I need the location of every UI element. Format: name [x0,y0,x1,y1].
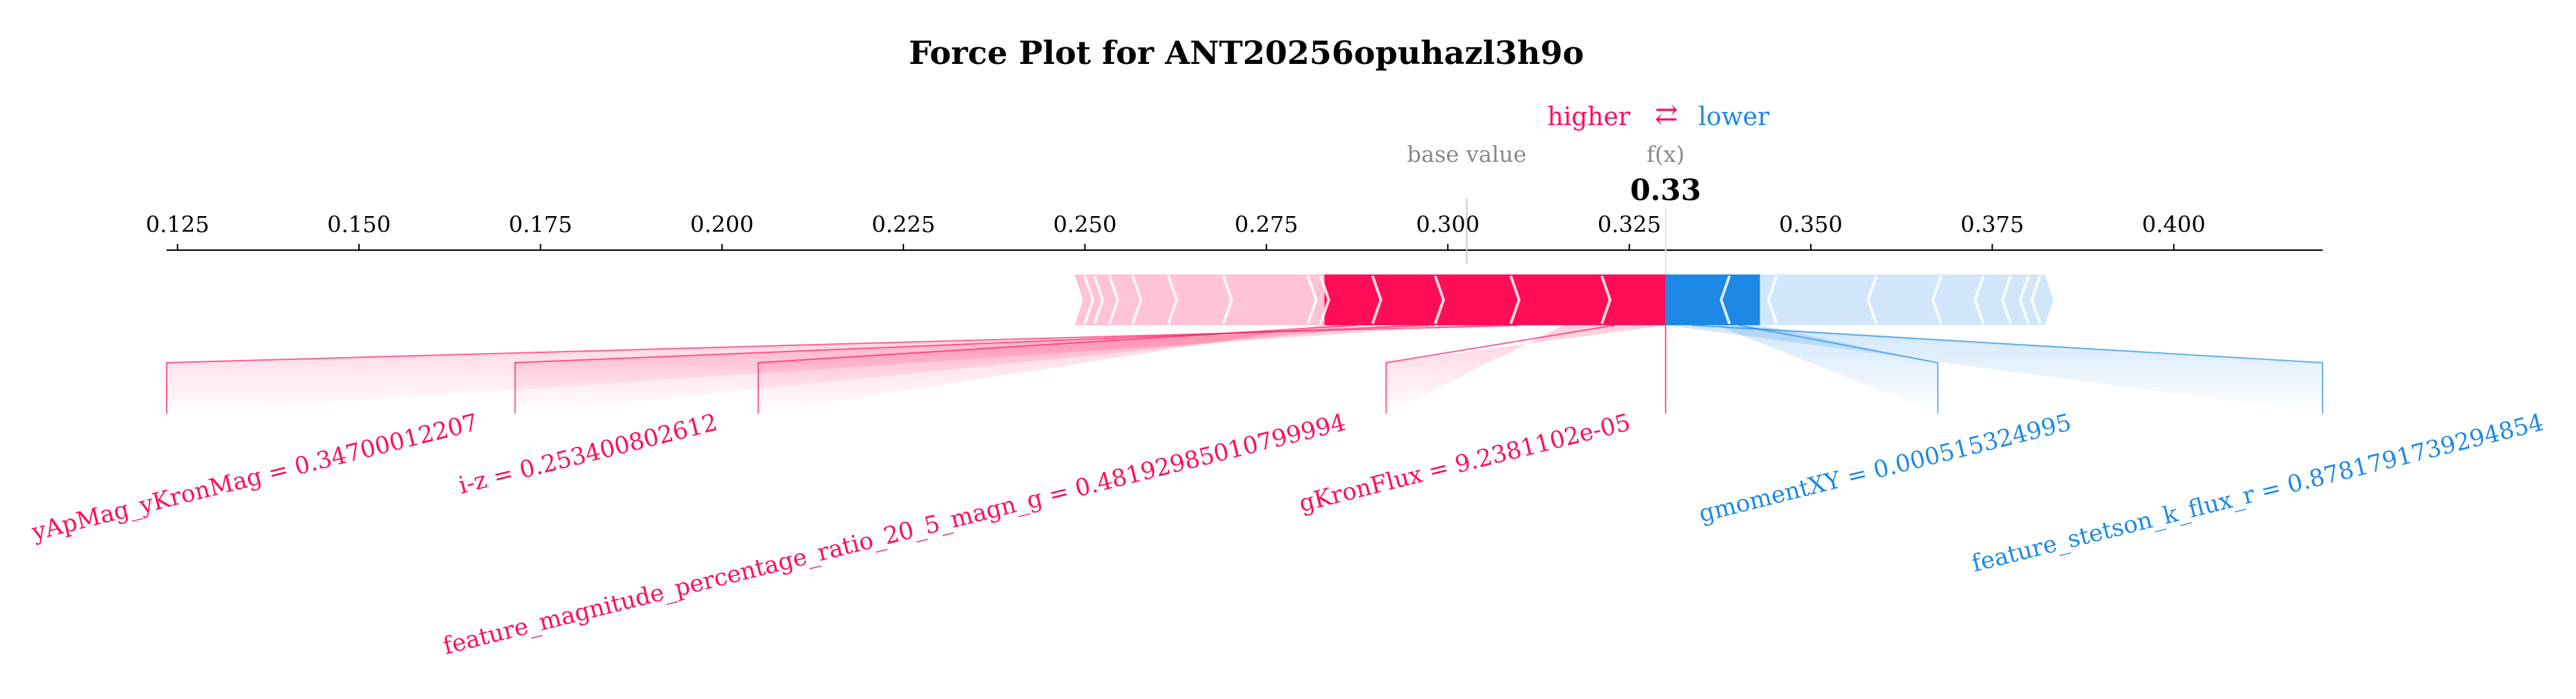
feature-connectors [166,324,2323,413]
positive-chevron [1434,275,1446,324]
negative-chevron [2000,275,2012,324]
x-tick-label: 0.175 [509,211,573,238]
legend-lower-label: lower [1698,103,1770,131]
positive-connector-shade [515,325,1470,413]
negative-chevron [1719,275,1731,324]
legend-higher-label: higher [1548,103,1631,131]
positive-chevron [1093,275,1105,324]
base-value-label: base value [1407,141,1526,167]
negative-chevron [2030,275,2042,324]
negative-connector-shade [1716,325,1938,413]
positive-connector-shade [167,325,1564,413]
negative-connector [1691,324,2323,413]
negative-connector-shade [1666,325,2323,413]
x-tick-label: 0.300 [1416,211,1480,238]
x-tick-label: 0.375 [1961,211,2025,238]
force-bars [1074,274,2054,325]
x-tick-label: 0.250 [1053,211,1117,238]
positive-chevron [1600,275,1612,324]
x-tick-label: 0.325 [1598,211,1662,238]
positive-chevron [1166,275,1178,324]
legend-arrow-icon: ⇄ [1655,99,1678,131]
positive-connector [1385,324,1616,413]
positive-connector [758,324,1357,413]
positive-chevron [1083,275,1095,324]
negative-force-bar [1665,274,1760,325]
base-output-lines [1466,198,1666,274]
x-tick-label: 0.225 [871,211,935,238]
x-tick-label: 0.150 [327,211,391,238]
negative-chevron [2018,275,2030,324]
positive-chevron [1108,275,1120,324]
x-axis: 0.125 0.150 0.175 0.200 0.225 0.250 0.275 0.300… [146,211,2323,251]
fx-label: f(x) [1646,141,1684,167]
positive-chevron [1131,275,1143,324]
negative-chevron [1931,275,1943,324]
negative-chevron [1973,275,1985,324]
negative-chevron [1766,275,1778,324]
positive-connector [514,324,1430,413]
positive-feature-label: yApMag_yKronMag = 0.34700012207 [28,409,480,547]
positive-chevron [1306,275,1318,324]
x-tick-label: 0.200 [690,211,754,238]
x-tick-label: 0.125 [146,211,210,238]
positive-feature-label: i-z = 0.253400802612 [455,409,720,500]
positive-connector-shade [1386,325,1666,413]
positive-connector [166,324,1517,413]
x-tick-label: 0.400 [2142,211,2206,238]
x-tick-label: 0.350 [1779,211,1843,238]
positive-connector-shade [758,325,1390,413]
positive-chevron [1371,275,1382,324]
negative-chevron [1866,275,1878,324]
positive-chevron [1319,275,1330,324]
x-tick-label: 0.275 [1235,211,1298,238]
output-value: 0.33 [1630,173,1701,207]
chart-title: Force Plot for ANT20256opuhazl3h9o [909,34,1584,72]
positive-feature-label: gKronFlux = 9.2381102e-05 [1296,409,1633,518]
positive-chevron [1509,275,1521,324]
negative-feature-label: gmomentXY = 0.000515324995 [1696,409,2074,528]
positive-chevron [1221,275,1233,324]
